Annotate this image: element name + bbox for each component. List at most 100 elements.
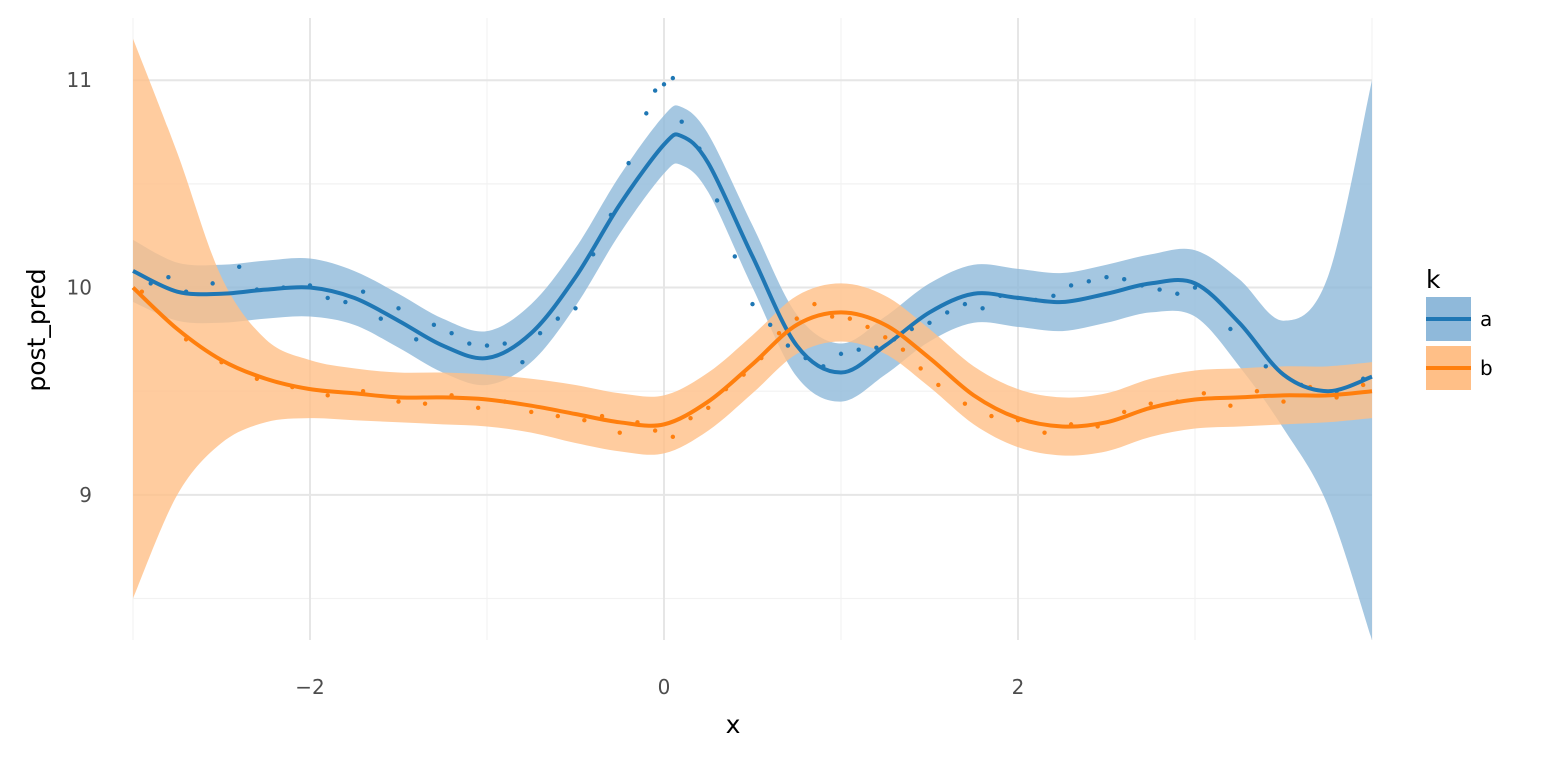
point-a bbox=[1104, 274, 1109, 280]
point-b bbox=[670, 434, 676, 440]
point-a bbox=[980, 306, 985, 311]
point-b bbox=[1201, 391, 1207, 396]
x-tick-label: 0 bbox=[658, 675, 671, 699]
point-a bbox=[679, 119, 684, 124]
point-a bbox=[768, 322, 773, 328]
point-a bbox=[449, 330, 454, 336]
point-a bbox=[1175, 291, 1180, 296]
x-axis-title: x bbox=[726, 710, 741, 739]
y-axis-ticks: 9 10 11 bbox=[67, 68, 92, 507]
point-a bbox=[573, 306, 578, 311]
point-b bbox=[1281, 399, 1286, 404]
point-b bbox=[900, 347, 906, 352]
point-a bbox=[626, 160, 631, 166]
point-a bbox=[237, 264, 242, 269]
point-a bbox=[874, 345, 879, 350]
point-a bbox=[661, 82, 667, 87]
point-b bbox=[688, 415, 693, 421]
point-a bbox=[714, 198, 720, 203]
point-b bbox=[1148, 401, 1153, 406]
legend-label-b: b bbox=[1480, 356, 1493, 380]
line-b bbox=[131, 286, 1373, 429]
point-b bbox=[847, 316, 853, 321]
point-b bbox=[1254, 389, 1260, 394]
point-a bbox=[414, 337, 419, 342]
point-a bbox=[945, 310, 950, 315]
point-a bbox=[732, 254, 737, 259]
x-tick-label: 2 bbox=[1012, 675, 1025, 699]
point-a bbox=[378, 316, 383, 321]
y-axis-title: post_pred bbox=[22, 268, 51, 391]
point-a bbox=[502, 341, 507, 346]
legend: k ab bbox=[1426, 265, 1493, 390]
point-a bbox=[1228, 326, 1233, 332]
point-a bbox=[484, 343, 490, 348]
point-a bbox=[166, 274, 171, 280]
point-a bbox=[670, 75, 676, 81]
y-tick-label: 10 bbox=[67, 276, 92, 300]
point-a bbox=[467, 341, 472, 346]
point-a bbox=[962, 301, 968, 307]
point-b bbox=[989, 413, 994, 419]
point-b bbox=[325, 393, 330, 398]
grid-major bbox=[133, 18, 1372, 640]
point-b bbox=[1360, 382, 1366, 388]
point-b bbox=[865, 324, 870, 330]
point-b bbox=[475, 405, 481, 410]
point-b bbox=[812, 301, 817, 307]
point-b bbox=[776, 330, 782, 336]
point-a bbox=[537, 330, 543, 336]
point-b bbox=[652, 428, 658, 433]
point-a bbox=[750, 301, 755, 307]
point-a bbox=[1051, 293, 1056, 299]
point-a bbox=[856, 347, 861, 352]
point-b bbox=[396, 399, 401, 404]
point-a bbox=[1068, 283, 1074, 288]
point-b bbox=[422, 401, 428, 406]
legend-label-a: a bbox=[1480, 307, 1492, 331]
legend-title: k bbox=[1426, 265, 1441, 294]
point-b bbox=[1122, 409, 1127, 415]
point-b bbox=[555, 413, 560, 419]
point-a bbox=[325, 295, 330, 301]
point-b bbox=[1228, 403, 1233, 408]
point-a bbox=[644, 111, 649, 116]
point-a bbox=[1157, 287, 1162, 292]
point-b bbox=[706, 405, 711, 410]
band-b bbox=[133, 38, 1372, 599]
point-b bbox=[1042, 430, 1047, 435]
point-b bbox=[962, 401, 968, 406]
point-a bbox=[1263, 364, 1269, 369]
point-a bbox=[927, 320, 932, 325]
point-a bbox=[1086, 279, 1092, 284]
point-b bbox=[883, 335, 888, 340]
point-a bbox=[555, 316, 560, 321]
point-b bbox=[936, 382, 941, 388]
y-tick-label: 11 bbox=[67, 68, 92, 92]
point-a bbox=[210, 281, 215, 286]
point-a bbox=[1192, 285, 1198, 290]
point-b bbox=[582, 418, 587, 423]
point-a bbox=[785, 343, 791, 348]
mean-lines bbox=[131, 132, 1373, 429]
x-axis-ticks: −2 0 2 bbox=[295, 675, 1024, 699]
point-a bbox=[520, 359, 525, 365]
line-a bbox=[132, 132, 1373, 394]
point-a bbox=[1122, 277, 1127, 282]
point-a bbox=[838, 351, 844, 357]
point-b bbox=[794, 316, 799, 321]
point-a bbox=[396, 306, 401, 311]
y-tick-label: 9 bbox=[79, 483, 92, 507]
point-a bbox=[431, 322, 437, 328]
point-a bbox=[652, 88, 658, 93]
point-a bbox=[360, 289, 366, 294]
confidence-bands bbox=[133, 38, 1372, 640]
x-tick-label: −2 bbox=[295, 675, 324, 699]
point-a bbox=[343, 299, 348, 305]
grid-minor bbox=[132, 18, 1373, 640]
point-b bbox=[617, 430, 622, 435]
point-b bbox=[829, 314, 835, 319]
legend-items: ab bbox=[1426, 297, 1493, 390]
point-b bbox=[529, 409, 534, 415]
